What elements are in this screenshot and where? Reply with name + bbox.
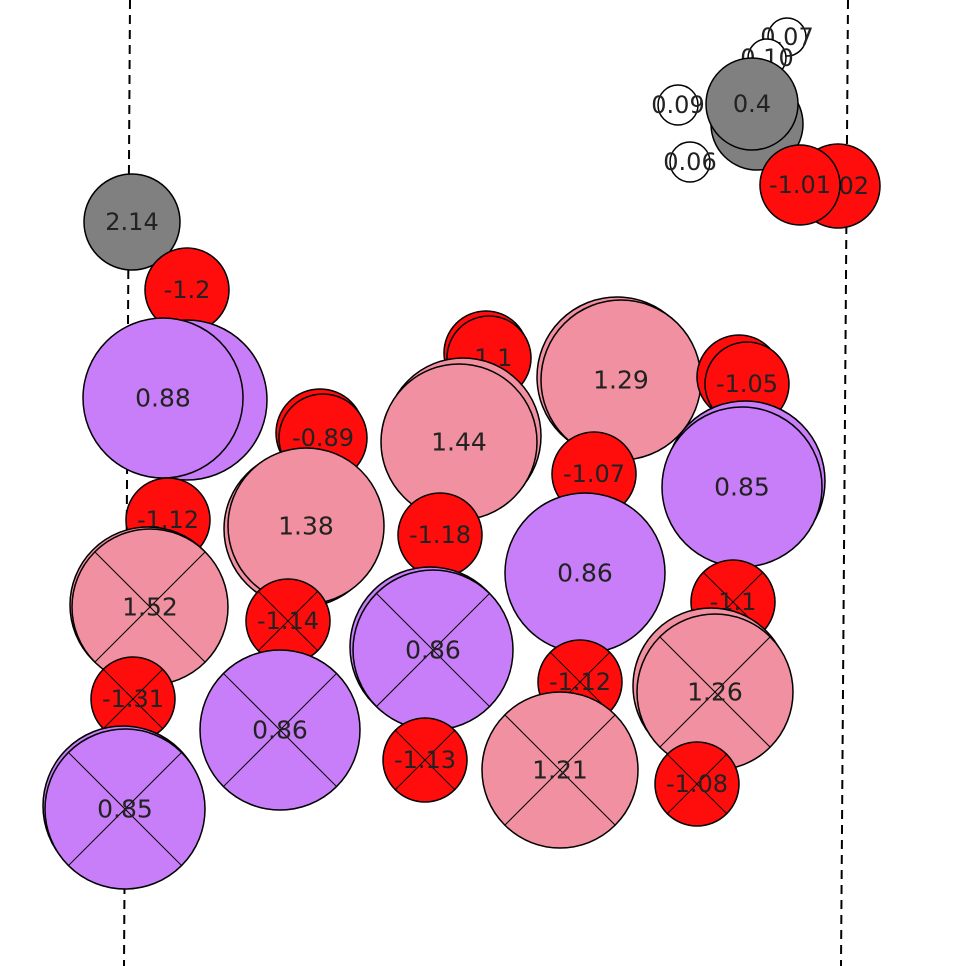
fixed-atom-cross-mark xyxy=(68,752,182,866)
atom-circle xyxy=(83,173,181,271)
atom-charge-label: -1.18 xyxy=(409,521,471,549)
atom-charge-label: 0.86 xyxy=(557,559,613,588)
atom-hydrogen: 0.06 xyxy=(663,141,717,183)
atom-oxygen: -1.08 xyxy=(654,741,740,827)
atom-charge-label: 0.4 xyxy=(733,90,771,118)
atom-oxygen: -1.01 xyxy=(759,144,841,226)
atom-purple-metal: 0.86 xyxy=(504,492,666,654)
atom-hydrogen: 0.09 xyxy=(651,84,705,126)
atom-oxygen: -1.31 xyxy=(90,656,176,742)
atom-oxygen: -1.18 xyxy=(397,492,483,578)
atom-layer: 0.070.100.090.060.4-1.02-1.012.14-1.20.8… xyxy=(42,17,881,890)
atom-charge-label: 0.86 xyxy=(405,636,461,665)
atom-circle xyxy=(669,141,711,183)
atom-charge-label: 1.21 xyxy=(532,756,588,785)
atom-charge-label: 0.86 xyxy=(252,716,308,745)
atom-charge-label: -1.31 xyxy=(102,685,164,713)
atom-pink-metal: 1.38 xyxy=(223,447,385,608)
atom-charge-label: -1.08 xyxy=(666,770,728,798)
fixed-atom-cross-mark xyxy=(102,668,164,730)
atom-pink-metal: 1.26 xyxy=(632,607,794,771)
atom-charge-label: -0.89 xyxy=(292,424,354,452)
fixed-atom-cross-mark xyxy=(504,714,616,826)
atom-gray-carbon: 0.4 xyxy=(705,57,804,171)
atom-purple-metal: 0.85 xyxy=(661,400,826,568)
fixed-atom-cross-mark xyxy=(666,753,728,815)
atom-charge-label: 0.85 xyxy=(97,795,153,824)
atom-circle xyxy=(657,84,699,126)
atom-charge-label: 0.06 xyxy=(663,148,716,176)
atom-charge-label: -1.05 xyxy=(716,370,778,398)
atom-charge-label: 0.88 xyxy=(135,384,191,413)
atom-circle xyxy=(705,57,799,151)
atom-charge-label: -1.07 xyxy=(563,460,625,488)
atom-charge-label: 1.44 xyxy=(431,428,487,457)
atom-oxygen: -1.14 xyxy=(245,578,331,664)
atom-charge-label: 1.29 xyxy=(593,366,649,395)
atom-purple-metal: 0.88 xyxy=(82,317,268,481)
atom-charge-label: -1.13 xyxy=(394,746,456,774)
fixed-atom-cross-mark xyxy=(659,636,771,748)
atom-charge-label: 1.26 xyxy=(687,678,743,707)
left-boundary-line xyxy=(123,0,131,966)
fixed-atom-cross-mark xyxy=(376,593,490,707)
fixed-atom-cross-mark xyxy=(94,551,206,663)
atom-charge-label: 2.14 xyxy=(105,208,158,236)
right-boundary-line xyxy=(840,0,849,966)
fixed-atom-cross-mark xyxy=(257,590,319,652)
atom-charge-label: -1.2 xyxy=(164,276,211,304)
atom-charge-label: 1.38 xyxy=(278,512,334,541)
atom-oxygen: -1.2 xyxy=(144,247,230,333)
cell-boundaries xyxy=(123,0,849,966)
atom-purple-metal: 0.86 xyxy=(349,566,514,731)
atom-oxygen: -1.13 xyxy=(382,717,468,803)
atom-charge-label: -1.14 xyxy=(257,607,319,635)
atom-purple-metal: 0.86 xyxy=(199,649,361,811)
atom-charge-label: 1.52 xyxy=(122,593,178,622)
atom-pink-metal: 1.44 xyxy=(380,357,542,521)
atom-purple-metal: 0.85 xyxy=(42,725,206,890)
atom-charge-label: 0.85 xyxy=(714,473,770,502)
atom-circle xyxy=(759,144,841,226)
fixed-atom-cross-mark xyxy=(223,673,337,787)
atom-charge-label: -1.01 xyxy=(769,171,831,199)
fixed-atom-cross-mark xyxy=(394,729,456,791)
atom-gray-carbon: 2.14 xyxy=(83,173,181,271)
atom-pink-metal: 1.21 xyxy=(481,691,639,849)
atom-pink-metal: 1.29 xyxy=(536,296,702,461)
atom-charge-label: 0.09 xyxy=(651,91,704,119)
